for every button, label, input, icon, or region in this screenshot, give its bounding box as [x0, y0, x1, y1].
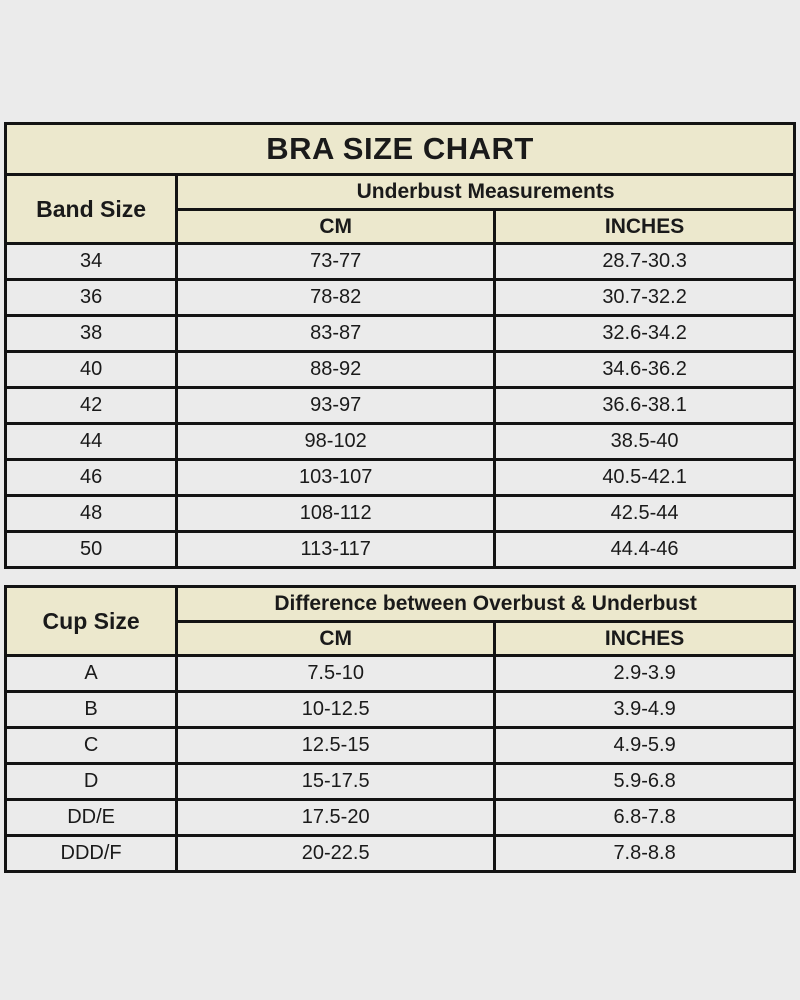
- cm-range: 10-12.5: [175, 690, 497, 729]
- inches-range: 3.9-4.9: [493, 690, 796, 729]
- cup-size-header: Cup Size: [3, 585, 179, 657]
- table-row: D 15-17.5 5.9-6.8: [3, 762, 796, 801]
- table-row: DDD/F 20-22.5 7.8-8.8: [3, 834, 796, 873]
- table-row: 44 98-102 38.5-40: [3, 422, 796, 461]
- cm-range: 108-112: [175, 494, 497, 533]
- table-row: 38 83-87 32.6-34.2: [3, 314, 796, 353]
- cup-size-table: Cup Size Difference between Overbust & U…: [3, 585, 796, 873]
- table-row: 34 73-77 28.7-30.3: [3, 242, 796, 281]
- inches-column-header: INCHES: [493, 208, 796, 245]
- cm-range: 93-97: [175, 386, 497, 425]
- chart-title: BRA SIZE CHART: [4, 122, 796, 176]
- table-row: CM INCHES: [6, 620, 796, 657]
- table-row: 46 103-107 40.5-42.1: [3, 458, 796, 497]
- inches-range: 5.9-6.8: [493, 762, 796, 801]
- cm-range: 98-102: [175, 422, 497, 461]
- table-row: 40 88-92 34.6-36.2: [3, 350, 796, 389]
- band-size-header: Band Size: [3, 173, 179, 245]
- inches-range: 2.9-3.9: [493, 654, 796, 693]
- band-size-value: 40: [3, 350, 179, 389]
- cup-size-value: A: [3, 654, 179, 693]
- table-row: CM INCHES: [6, 208, 796, 245]
- cup-size-value: C: [3, 726, 179, 765]
- band-size-table: BRA SIZE CHART Band Size Underbust Measu…: [3, 122, 796, 569]
- inches-range: 38.5-40: [493, 422, 796, 461]
- inches-range: 4.9-5.9: [493, 726, 796, 765]
- cm-range: 17.5-20: [175, 798, 497, 837]
- band-size-value: 34: [3, 242, 179, 281]
- cm-range: 12.5-15: [175, 726, 497, 765]
- cup-size-value: D: [3, 762, 179, 801]
- cm-range: 15-17.5: [175, 762, 497, 801]
- inches-range: 6.8-7.8: [493, 798, 796, 837]
- table-row: C 12.5-15 4.9-5.9: [3, 726, 796, 765]
- cm-range: 103-107: [175, 458, 497, 497]
- cup-size-value: B: [3, 690, 179, 729]
- table-row: A 7.5-10 2.9-3.9: [3, 654, 796, 693]
- band-size-value: 36: [3, 278, 179, 317]
- inches-range: 40.5-42.1: [493, 458, 796, 497]
- table-row: B 10-12.5 3.9-4.9: [3, 690, 796, 729]
- cm-column-header: CM: [175, 620, 497, 657]
- table-row: 36 78-82 30.7-32.2: [3, 278, 796, 317]
- inches-column-header: INCHES: [493, 620, 796, 657]
- table-row: 42 93-97 36.6-38.1: [3, 386, 796, 425]
- underbust-group-header: Underbust Measurements: [175, 173, 796, 211]
- band-size-value: 38: [3, 314, 179, 353]
- cm-range: 78-82: [175, 278, 497, 317]
- cup-size-value: DD/E: [3, 798, 179, 837]
- inches-range: 44.4-46: [493, 530, 796, 569]
- band-size-value: 46: [3, 458, 179, 497]
- inches-range: 7.8-8.8: [493, 834, 796, 873]
- cup-size-value: DDD/F: [3, 834, 179, 873]
- inches-range: 32.6-34.2: [493, 314, 796, 353]
- table-row: Cup Size Difference between Overbust & U…: [3, 585, 796, 657]
- cm-column-header: CM: [175, 208, 497, 245]
- cm-range: 7.5-10: [175, 654, 497, 693]
- table-row: Band Size Underbust Measurements: [3, 173, 796, 245]
- cm-range: 113-117: [175, 530, 497, 569]
- difference-group-header: Difference between Overbust & Underbust: [175, 585, 796, 623]
- cm-range: 88-92: [175, 350, 497, 389]
- band-size-value: 48: [3, 494, 179, 533]
- inches-range: 36.6-38.1: [493, 386, 796, 425]
- table-row: DD/E 17.5-20 6.8-7.8: [3, 798, 796, 837]
- band-size-value: 50: [3, 530, 179, 569]
- cm-range: 20-22.5: [175, 834, 497, 873]
- table-row: BRA SIZE CHART: [4, 122, 796, 176]
- band-size-value: 44: [3, 422, 179, 461]
- cm-range: 73-77: [175, 242, 497, 281]
- inches-range: 28.7-30.3: [493, 242, 796, 281]
- table-row: 50 113-117 44.4-46: [3, 530, 796, 569]
- inches-range: 42.5-44: [493, 494, 796, 533]
- inches-range: 34.6-36.2: [493, 350, 796, 389]
- cm-range: 83-87: [175, 314, 497, 353]
- inches-range: 30.7-32.2: [493, 278, 796, 317]
- band-size-value: 42: [3, 386, 179, 425]
- table-row: 48 108-112 42.5-44: [3, 494, 796, 533]
